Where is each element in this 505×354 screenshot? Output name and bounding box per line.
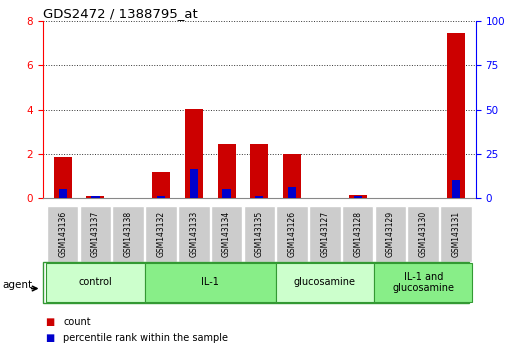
FancyBboxPatch shape — [145, 206, 176, 262]
FancyBboxPatch shape — [144, 263, 275, 302]
FancyBboxPatch shape — [373, 263, 472, 302]
Text: percentile rank within the sample: percentile rank within the sample — [63, 333, 228, 343]
FancyBboxPatch shape — [439, 206, 471, 262]
Text: IL-1: IL-1 — [201, 277, 219, 287]
Text: GSM143127: GSM143127 — [320, 211, 329, 257]
Text: count: count — [63, 317, 91, 327]
FancyBboxPatch shape — [374, 206, 406, 262]
FancyBboxPatch shape — [275, 263, 373, 302]
Text: GSM143130: GSM143130 — [418, 211, 427, 257]
Text: ■: ■ — [45, 333, 55, 343]
FancyBboxPatch shape — [276, 206, 307, 262]
Bar — [287, 187, 295, 198]
Bar — [282, 154, 300, 198]
Bar — [152, 172, 170, 198]
Text: GSM143138: GSM143138 — [124, 211, 132, 257]
FancyBboxPatch shape — [47, 206, 78, 262]
FancyBboxPatch shape — [80, 206, 111, 262]
Bar — [348, 195, 366, 198]
Text: GSM143137: GSM143137 — [91, 211, 100, 257]
Bar — [91, 196, 99, 198]
Bar — [451, 180, 459, 198]
Text: GSM143136: GSM143136 — [58, 211, 67, 257]
Text: GSM143126: GSM143126 — [287, 211, 296, 257]
Bar — [184, 109, 203, 198]
FancyBboxPatch shape — [178, 206, 209, 262]
Text: GSM143134: GSM143134 — [222, 211, 231, 257]
Bar — [189, 169, 197, 198]
FancyBboxPatch shape — [46, 263, 144, 302]
Bar — [222, 188, 230, 198]
Text: ■: ■ — [45, 317, 55, 327]
Bar — [54, 157, 72, 198]
Text: GSM143128: GSM143128 — [352, 211, 362, 257]
Text: GSM143132: GSM143132 — [156, 211, 165, 257]
FancyBboxPatch shape — [341, 206, 373, 262]
Text: IL-1 and
glucosamine: IL-1 and glucosamine — [391, 272, 453, 293]
Bar — [255, 196, 263, 198]
Bar — [86, 196, 104, 198]
Text: agent: agent — [3, 280, 33, 290]
FancyBboxPatch shape — [211, 206, 242, 262]
FancyBboxPatch shape — [309, 206, 340, 262]
Text: GSM143131: GSM143131 — [450, 211, 460, 257]
Text: GSM143133: GSM143133 — [189, 211, 198, 257]
FancyBboxPatch shape — [243, 206, 275, 262]
Bar — [353, 196, 361, 198]
Bar — [217, 144, 235, 198]
Text: GSM143135: GSM143135 — [255, 211, 263, 257]
Text: GDS2472 / 1388795_at: GDS2472 / 1388795_at — [43, 7, 197, 20]
Bar — [59, 188, 67, 198]
Bar — [157, 196, 165, 198]
Text: glucosamine: glucosamine — [293, 277, 355, 287]
FancyBboxPatch shape — [407, 206, 438, 262]
Text: GSM143129: GSM143129 — [385, 211, 394, 257]
Text: control: control — [78, 277, 112, 287]
Bar — [446, 33, 464, 198]
Bar — [250, 144, 268, 198]
FancyBboxPatch shape — [112, 206, 144, 262]
